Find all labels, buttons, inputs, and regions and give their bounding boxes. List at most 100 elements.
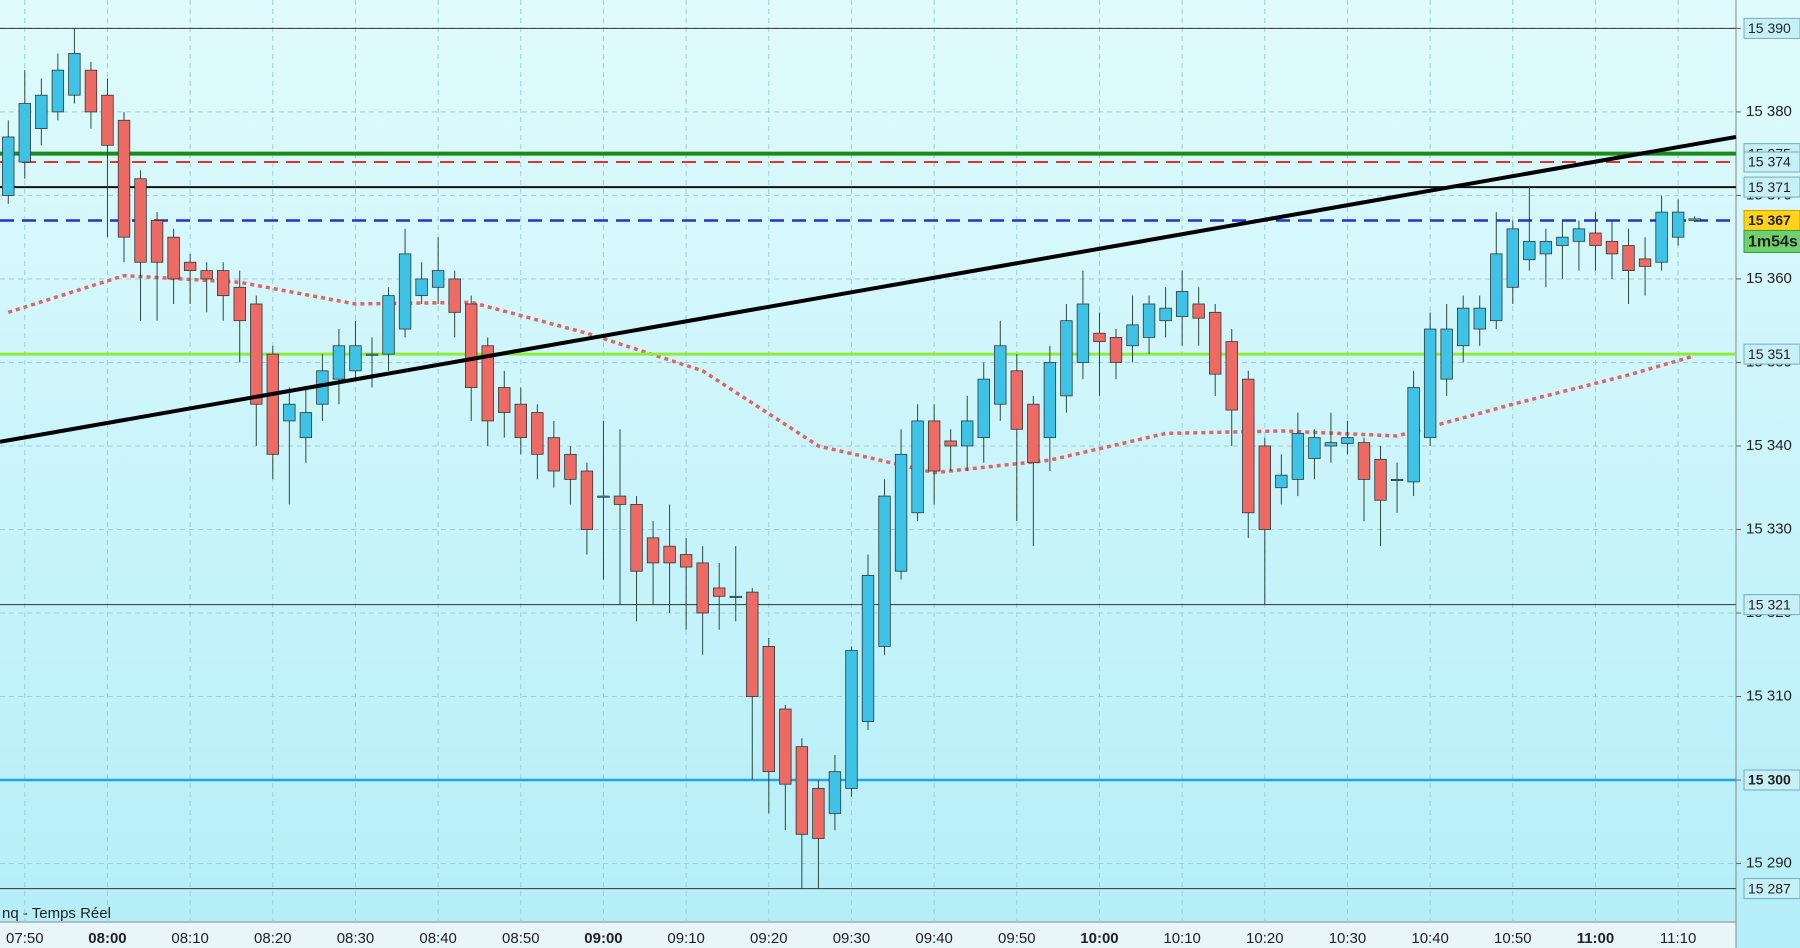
level-tag-label: 15 321 xyxy=(1748,596,1791,612)
candle-body xyxy=(150,220,164,263)
countdown-box xyxy=(1743,229,1800,253)
candle-body xyxy=(1473,307,1486,330)
candle-body xyxy=(944,440,957,447)
countdown-label: 1m54s xyxy=(1748,234,1798,251)
level-tag-label: 15 390 xyxy=(1748,20,1791,36)
x-tick-label: 08:30 xyxy=(337,930,375,947)
candle-body xyxy=(283,403,296,422)
candle-body xyxy=(1374,458,1387,501)
candle-body xyxy=(779,708,792,785)
candle-body xyxy=(233,286,246,322)
candle-body xyxy=(51,69,65,113)
candle-body xyxy=(266,353,279,455)
source-label: nq - Temps Réel xyxy=(2,905,111,922)
candle-body xyxy=(894,453,908,572)
level-tag-label: 15 300 xyxy=(1748,772,1791,788)
x-tick-label: 10:20 xyxy=(1246,930,1284,947)
candle-body xyxy=(498,387,511,413)
y-tick-label: 15 290 xyxy=(1746,855,1792,872)
candle-body xyxy=(1291,433,1305,480)
y-tick-label: 15 330 xyxy=(1746,520,1792,537)
level-tag xyxy=(1743,769,1800,791)
candle-body xyxy=(1638,258,1652,267)
candle-body xyxy=(250,303,263,405)
candle-body xyxy=(1076,303,1090,363)
candle-body xyxy=(1671,211,1685,238)
candle-body xyxy=(1027,403,1040,464)
candle-body xyxy=(1142,303,1156,338)
candle-body xyxy=(911,420,924,514)
candle-body xyxy=(1126,324,1139,347)
candle-body xyxy=(679,554,693,568)
candle-body xyxy=(646,537,660,564)
candle-body xyxy=(1258,445,1271,530)
candle-body xyxy=(365,353,379,356)
candle-body xyxy=(927,420,941,472)
candle-body xyxy=(398,253,412,330)
level-tag-label: 15 351 xyxy=(1748,346,1791,362)
candle-body xyxy=(828,771,842,814)
x-tick-label: 09:00 xyxy=(584,930,622,947)
y-tick-label: 15 340 xyxy=(1746,437,1792,454)
candle-body xyxy=(861,575,875,722)
x-tick-label: 08:40 xyxy=(419,930,457,947)
candle-body xyxy=(713,587,726,597)
candle-body xyxy=(431,270,445,288)
y-tick-label: 15 380 xyxy=(1746,103,1792,120)
candle-body xyxy=(1539,240,1553,255)
x-tick-label: 09:40 xyxy=(915,930,953,947)
x-tick-label: 10:10 xyxy=(1163,930,1201,947)
candle-body xyxy=(1209,311,1222,375)
candle-body xyxy=(1605,240,1619,255)
candle-body xyxy=(663,545,676,564)
level-tag-label: 15 367 xyxy=(1748,212,1791,228)
level-tag xyxy=(1743,176,1800,198)
candle-body xyxy=(1109,336,1123,363)
y-tick-label: 15 310 xyxy=(1746,687,1792,704)
candle-body xyxy=(961,420,974,447)
candle-body xyxy=(1490,253,1503,322)
candle-body xyxy=(448,278,461,313)
candle-body xyxy=(1457,307,1470,347)
candle-body xyxy=(1523,240,1536,261)
candle-body xyxy=(1093,332,1106,342)
x-tick-label: 07:50 xyxy=(6,930,44,947)
x-tick-label: 11:00 xyxy=(1577,930,1615,947)
candle-body xyxy=(812,787,825,839)
candle-body xyxy=(762,646,775,773)
candle-body xyxy=(1622,245,1635,271)
candle-body xyxy=(1324,442,1338,447)
x-tick-label: 11:10 xyxy=(1660,930,1696,947)
candle-body xyxy=(101,94,114,146)
level-tag-label: 15 371 xyxy=(1748,179,1791,195)
candle-body xyxy=(994,345,1007,405)
candle-body xyxy=(2,136,15,196)
candle-body xyxy=(465,303,478,388)
candle-body xyxy=(514,403,527,439)
candle-body xyxy=(597,495,610,498)
candle-body xyxy=(1556,236,1569,246)
level-tag xyxy=(1743,151,1800,173)
candle-body xyxy=(696,562,709,614)
y-tick-label: 15 360 xyxy=(1746,270,1792,287)
candle-body xyxy=(84,69,98,113)
candle-body xyxy=(349,345,362,372)
candle-body xyxy=(1589,232,1602,246)
level-tag xyxy=(1743,594,1800,616)
x-tick-label: 09:30 xyxy=(833,930,871,947)
x-tick-label: 08:10 xyxy=(171,930,209,947)
candle-body xyxy=(729,595,742,598)
candle-body xyxy=(415,278,428,297)
candle-body xyxy=(1655,211,1668,263)
candle-body xyxy=(1390,478,1404,481)
x-tick-label: 08:00 xyxy=(88,930,126,947)
candle-body xyxy=(1242,378,1255,514)
level-tag xyxy=(1743,878,1800,900)
candle-body xyxy=(1010,370,1023,430)
x-tick-label: 09:20 xyxy=(750,930,788,947)
candle-body xyxy=(547,437,561,472)
trendline xyxy=(0,134,1737,444)
candle-body xyxy=(580,470,594,530)
candle-body xyxy=(18,103,31,163)
level-tag xyxy=(1743,343,1800,365)
